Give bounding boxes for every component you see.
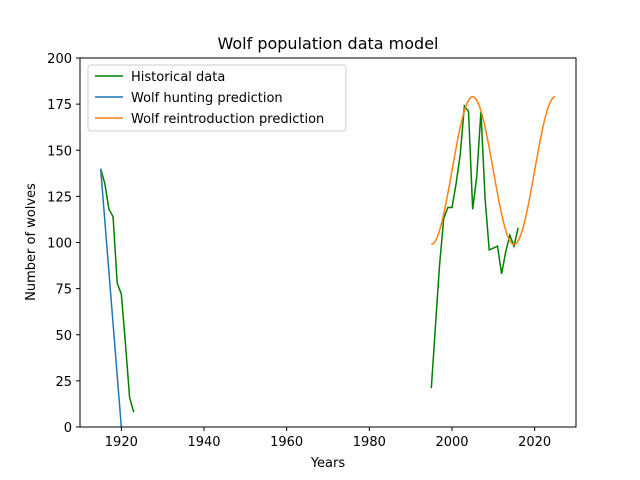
hunting-prediction-line	[99, 168, 123, 428]
x-axis-title: Years	[310, 456, 346, 471]
y-tick-label: 0	[64, 421, 72, 436]
y-axis-title: Number of wolves	[24, 183, 39, 301]
legend-label: Wolf reintroduction prediction	[131, 112, 324, 127]
legend-label: Historical data	[131, 70, 225, 85]
x-axis: 1920 1940 1960 1980 2000 2020	[105, 427, 551, 450]
legend-label: Wolf hunting prediction	[131, 91, 283, 106]
chart-title: Wolf population data model	[217, 34, 438, 53]
x-tick-label: 1940	[187, 435, 220, 450]
plot-area	[99, 95, 556, 428]
y-axis: 0 25 50 75 100 125 150 175 200	[47, 52, 80, 436]
historical-series-line-recent	[430, 103, 519, 389]
legend: Historical data Wolf hunting prediction Wo…	[87, 64, 347, 132]
reintroduction-prediction-line	[431, 95, 556, 246]
x-tick-label: 2020	[518, 435, 551, 450]
x-tick-label: 1960	[270, 435, 303, 450]
x-tick-label: 1980	[353, 435, 386, 450]
y-tick-label: 25	[55, 375, 72, 390]
y-tick-label: 75	[55, 283, 72, 298]
y-tick-label: 200	[47, 52, 72, 67]
y-tick-label: 50	[55, 329, 72, 344]
y-tick-label: 150	[47, 144, 72, 159]
x-tick-label: 1920	[105, 435, 138, 450]
y-tick-label: 100	[47, 237, 72, 252]
y-tick-label: 175	[47, 98, 72, 113]
historical-series-line-early	[99, 168, 135, 413]
legend-box	[87, 64, 347, 132]
y-tick-label: 125	[47, 190, 72, 205]
x-tick-label: 2000	[435, 435, 468, 450]
